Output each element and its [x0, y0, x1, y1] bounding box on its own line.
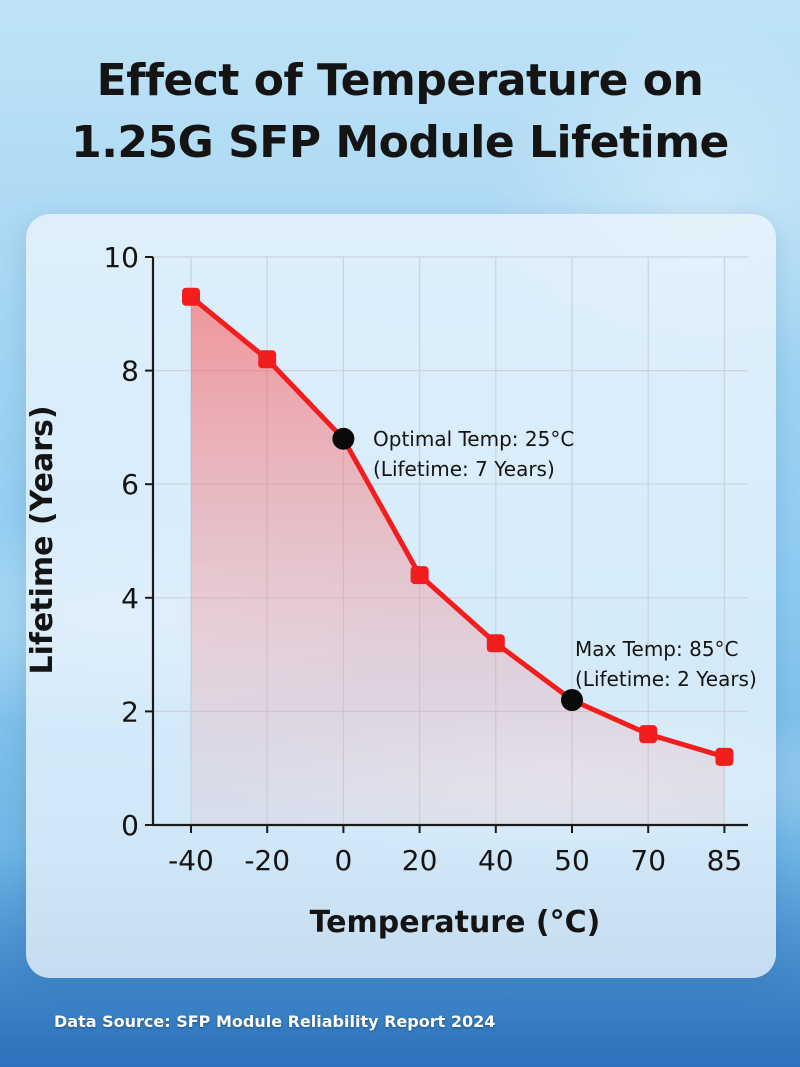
annotation-text: Optimal Temp: 25°C — [373, 427, 574, 451]
data-points — [182, 287, 734, 766]
annotation-text: Max Temp: 85°C — [575, 637, 739, 661]
lifetime-line — [189, 294, 726, 760]
annotation-text: (Lifetime: 7 Years) — [373, 457, 555, 481]
x-tick-label: 85 — [707, 844, 743, 877]
data-point — [258, 350, 277, 369]
chart-title: Effect of Temperature on 1.25G SFP Modul… — [0, 50, 800, 174]
data-point — [486, 634, 505, 653]
data-point — [410, 566, 429, 585]
data-point — [182, 287, 200, 306]
highlight-point — [561, 689, 583, 712]
y-tick-label: 2 — [121, 695, 139, 728]
x-tick-label: 20 — [402, 844, 438, 877]
x-tick-label: 70 — [630, 844, 666, 877]
data-source-note: Data Source: SFP Module Reliability Repo… — [54, 1012, 496, 1031]
area-under-curve — [191, 296, 725, 825]
x-axis-label: Temperature (°C) — [310, 905, 601, 940]
y-tick-label: 8 — [121, 355, 139, 388]
data-point — [715, 747, 734, 766]
area-fill — [191, 296, 725, 825]
y-tick-label: 0 — [121, 809, 139, 842]
y-tick-label: 10 — [103, 241, 139, 274]
x-tick-label: -20 — [244, 844, 290, 877]
x-tick-label: -40 — [168, 844, 214, 877]
tick-labels: 0 2 4 6 8 10 -40 -20 0 20 40 50 70 85 — [103, 241, 742, 877]
chart-title-line-2: 1.25G SFP Module Lifetime — [71, 117, 729, 168]
x-tick-label: 50 — [554, 844, 590, 877]
chart-title-line-1: Effect of Temperature on — [96, 55, 704, 106]
highlight-point — [332, 427, 355, 450]
y-tick-label: 4 — [121, 582, 139, 615]
data-point — [639, 725, 658, 744]
y-tick-label: 6 — [121, 468, 139, 501]
annotation-text: (Lifetime: 2 Years) — [575, 667, 757, 691]
x-tick-label: 40 — [478, 844, 514, 877]
annotations: Optimal Temp: 25°C (Lifetime: 7 Years) Max… — [373, 427, 757, 691]
series-line — [189, 294, 726, 760]
x-tick-label: 0 — [334, 844, 352, 877]
y-axis-label: Lifetime (Years) — [25, 405, 60, 674]
axes — [145, 256, 748, 833]
